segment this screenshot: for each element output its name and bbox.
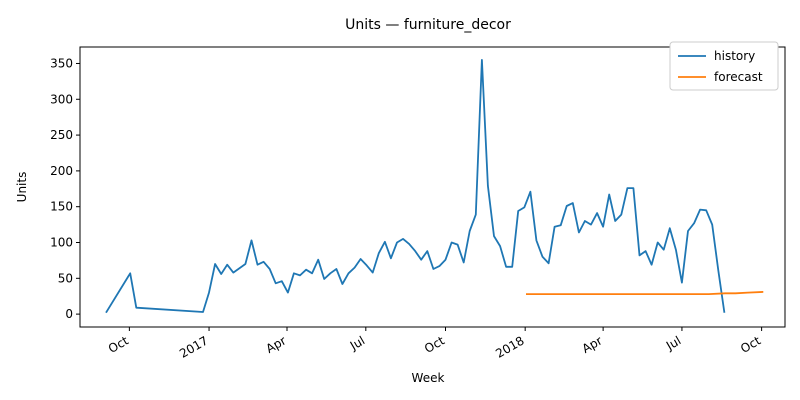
y-tick-label: 250 xyxy=(50,128,73,142)
legend: history forecast xyxy=(669,41,779,91)
y-axis-ticks: 0 50 100 150 200 250 300 350 xyxy=(50,56,80,321)
legend-box xyxy=(669,41,779,91)
y-tick-label: 150 xyxy=(50,200,73,214)
y-axis-label: Units xyxy=(15,172,29,203)
y-tick-label: 200 xyxy=(50,164,73,178)
y-tick-label: 0 xyxy=(65,307,73,321)
y-tick-label: 300 xyxy=(50,92,73,106)
legend-label-history: history xyxy=(714,49,755,63)
plot-area xyxy=(105,59,764,314)
legend-label-forecast: forecast xyxy=(714,70,763,84)
x-axis-label: Week xyxy=(412,371,445,385)
series-line-history xyxy=(105,59,726,314)
x-tick-label: Jul xyxy=(663,333,683,353)
axes-frame xyxy=(79,46,786,328)
y-tick-label: 350 xyxy=(50,56,73,70)
x-tick-label: Jul xyxy=(347,333,367,353)
y-tick-label: 100 xyxy=(50,235,73,249)
chart-title: Units — furniture_decor xyxy=(345,17,511,33)
series-line-forecast xyxy=(526,291,764,295)
y-tick-label: 50 xyxy=(58,271,73,285)
